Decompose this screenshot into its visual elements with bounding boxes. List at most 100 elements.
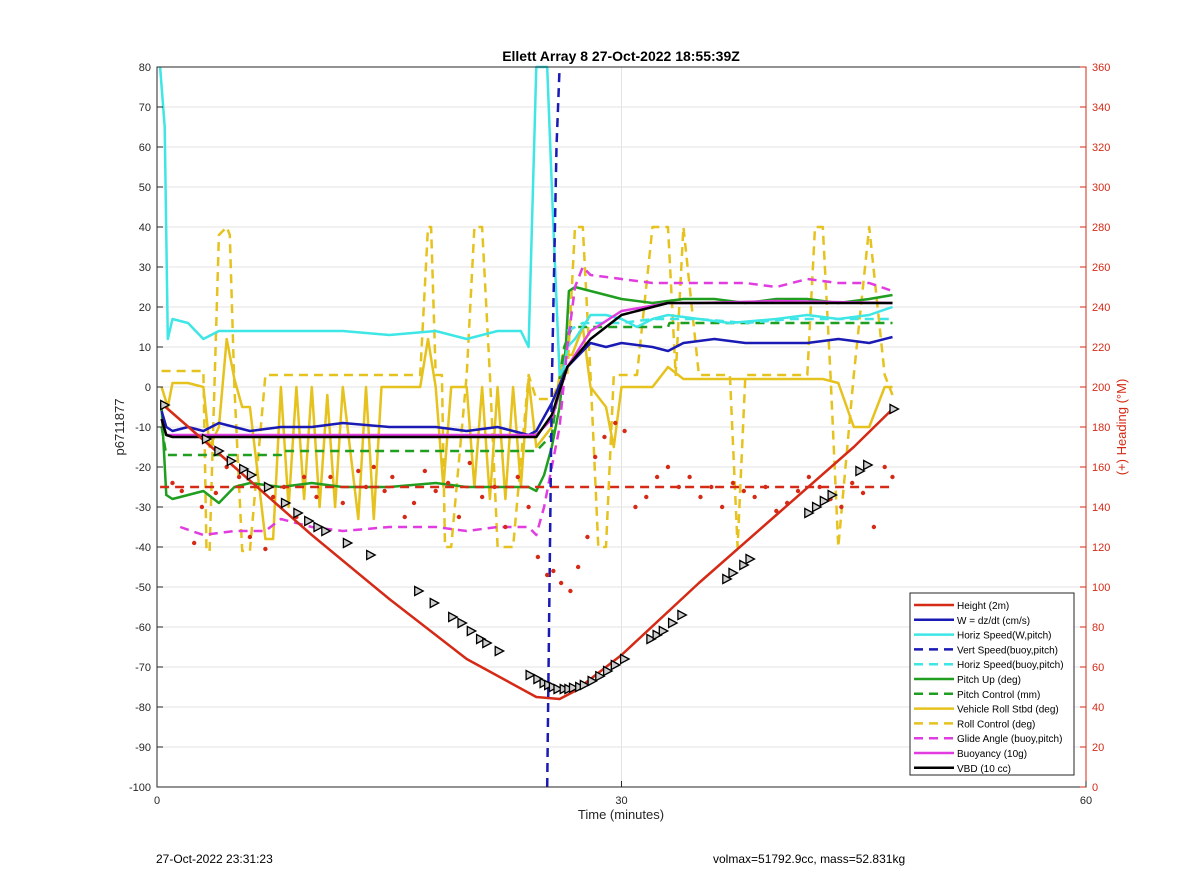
height-marker: [658, 625, 670, 637]
series-line-horiz-speed-w-pitch: [158, 65, 893, 377]
heading-point: [191, 540, 197, 546]
heading-point: [314, 494, 319, 500]
y2-tick-label: 200: [1092, 382, 1110, 394]
heading-point: [411, 500, 417, 506]
x-tick-label: 30: [615, 795, 627, 807]
heading-point: [179, 488, 184, 494]
height-marker: [745, 553, 756, 565]
heading-point: [774, 508, 779, 514]
heading-point: [371, 464, 376, 470]
y2-tick-label: 20: [1092, 742, 1104, 754]
y-tick-label: 60: [139, 142, 151, 154]
series-line-pitch-control-mm: [160, 321, 893, 457]
heading-point: [535, 554, 541, 560]
heading-point: [585, 534, 590, 540]
heading-point: [676, 484, 681, 490]
heading-point: [363, 484, 369, 490]
y2-tick-label: 60: [1092, 662, 1104, 674]
height-marker: [652, 629, 663, 641]
heading-point: [445, 480, 451, 486]
legend-label: Buoyancy (10g): [957, 749, 1027, 760]
heading-point: [698, 494, 703, 500]
height-marker: [304, 515, 315, 527]
height-marker: [579, 679, 591, 691]
series-line-roll-control-deg: [161, 225, 894, 553]
heading-point: [602, 434, 607, 440]
height-marker: [739, 559, 750, 571]
height-marker: [646, 633, 657, 645]
height-marker: [602, 665, 614, 677]
heading-point: [356, 468, 361, 474]
y-tick-label: -20: [135, 462, 151, 474]
y-tick-label: 50: [139, 182, 151, 194]
height-marker: [429, 597, 441, 609]
heading-point: [817, 484, 822, 490]
height-marker: [553, 683, 564, 695]
heading-point: [592, 454, 598, 460]
height-marker: [728, 567, 739, 579]
height-marker: [246, 469, 258, 481]
height-marker: [457, 617, 468, 629]
heading-point: [551, 568, 556, 574]
heading-point: [328, 474, 333, 480]
heading-point: [568, 588, 573, 594]
heading-point: [199, 504, 205, 510]
height-marker: [214, 445, 225, 457]
heading-point: [213, 490, 219, 496]
heading-point: [170, 480, 175, 486]
legend-box: [909, 592, 1075, 776]
y-tick-label: -10: [135, 422, 151, 434]
legend-label: Pitch Control (mm): [957, 690, 1040, 701]
y2-tick-label: 280: [1092, 222, 1110, 234]
x-tick-label: 0: [154, 795, 160, 807]
heading-point: [719, 504, 725, 510]
y2-tick-label: 40: [1092, 702, 1104, 714]
heading-point: [270, 494, 276, 500]
heading-point: [850, 480, 855, 486]
height-marker: [525, 669, 536, 681]
heading-point: [687, 474, 692, 480]
y2-axis-label: (+) Heading (°M): [1114, 379, 1129, 476]
height-marker: [619, 653, 631, 665]
y-tick-label: -90: [135, 742, 151, 754]
legend-label: Height (2m): [957, 601, 1009, 612]
y2-tick-label: 360: [1092, 62, 1110, 74]
height-marker: [321, 525, 332, 537]
y-tick-label: 0: [145, 382, 151, 394]
height-marker: [239, 463, 250, 475]
axes: 80706050403020100-10-20-30-40-50-60-70-8…: [129, 62, 1110, 807]
heading-point: [860, 490, 866, 496]
legend-label: VBD (10 cc): [957, 764, 1011, 775]
legend-label: W = dz/dt (cm/s): [957, 616, 1030, 627]
y2-tick-label: 140: [1092, 502, 1110, 514]
height-marker: [587, 675, 598, 687]
y-tick-label: 70: [139, 102, 151, 114]
heading-point: [795, 488, 801, 494]
height-marker: [804, 507, 815, 519]
y2-tick-label: 320: [1092, 142, 1110, 154]
heading-point: [236, 474, 242, 480]
series-line-pitch-up-deg: [160, 285, 893, 505]
x-axis-label: Time (minutes): [578, 807, 664, 822]
height-marker: [475, 633, 487, 645]
height-marker: [889, 403, 900, 415]
heading-point: [247, 534, 253, 540]
height-marker: [414, 585, 425, 597]
heading-point: [763, 484, 768, 490]
height-marker: [855, 465, 866, 477]
heading-point: [633, 504, 638, 510]
heading-point: [644, 494, 649, 500]
heading-point: [340, 500, 345, 506]
heading-point: [730, 480, 736, 486]
height-marker: [827, 489, 838, 501]
legend-label: Glide Angle (buoy,pitch): [957, 734, 1062, 745]
y-tick-label: -60: [135, 622, 151, 634]
series-line-w-dz-dt-cm-s: [160, 335, 893, 437]
height-marker: [533, 673, 544, 685]
y2-tick-label: 160: [1092, 462, 1110, 474]
heading-point: [422, 468, 428, 474]
height-marker: [819, 495, 831, 507]
y2-tick-label: 340: [1092, 102, 1110, 114]
legend-label: Horiz Speed(buoy,pitch): [957, 660, 1064, 671]
